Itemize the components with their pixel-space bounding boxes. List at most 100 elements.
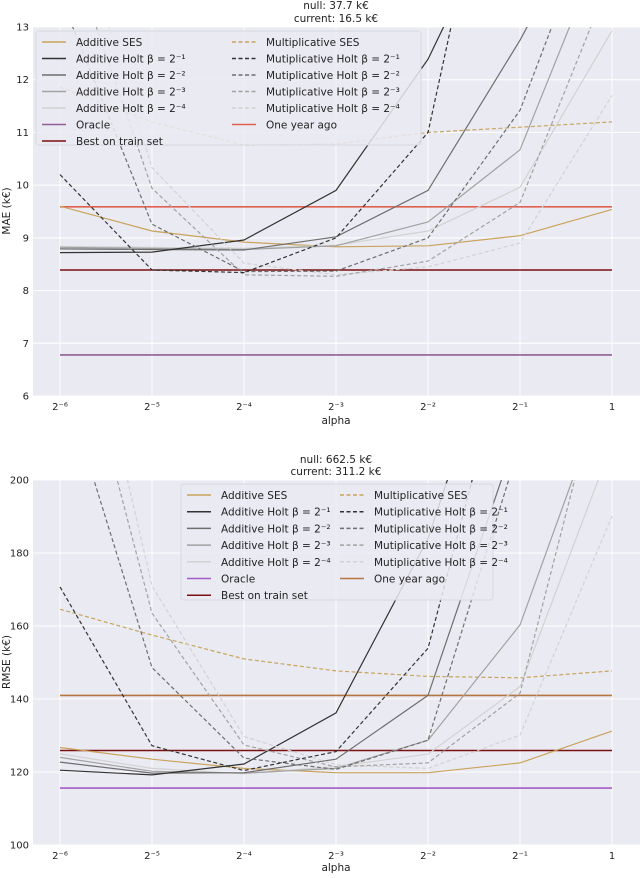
legend-item: Mutiplicative Holt β = 2⁻¹ bbox=[340, 507, 508, 519]
legend: Additive SES Additive Holt β = 2⁻¹ Additiv… bbox=[180, 483, 508, 602]
legend-item: Best on train set bbox=[187, 590, 308, 602]
legend-label: Oracle bbox=[221, 574, 255, 586]
series-line-additive-ses bbox=[59, 205, 613, 248]
legend-item: Additive Holt β = 2⁻¹ bbox=[187, 507, 331, 519]
legend-item: Mutiplicative Holt β = 2⁻³ bbox=[340, 540, 508, 552]
x-tick-label: 2⁻³ bbox=[328, 851, 344, 862]
y-tick-label: 9 bbox=[23, 233, 29, 244]
series-line-mutiplicative-holt-2- bbox=[108, 27, 613, 276]
legend-item: Mutiplicative Holt β = 2⁻⁴ bbox=[232, 103, 400, 115]
legend: Additive SES Additive Holt β = 2⁻¹ Additiv… bbox=[35, 30, 422, 148]
y-tick-label: 11 bbox=[16, 128, 29, 139]
x-tick-label: 1 bbox=[609, 402, 615, 413]
legend-label: Best on train set bbox=[221, 590, 308, 602]
y-tick-label: 140 bbox=[10, 695, 29, 706]
y-tick-label: 7 bbox=[23, 339, 29, 350]
legend-item: Additive Holt β = 2⁻¹ bbox=[42, 54, 186, 66]
x-tick-label: 2⁻¹ bbox=[512, 402, 528, 413]
y-tick-label: 160 bbox=[10, 622, 29, 633]
series-line-additive-ses bbox=[59, 730, 613, 774]
series-line-additive-holt-2- bbox=[59, 27, 445, 254]
chart-title-line-2: current: 311.2 k€ bbox=[291, 466, 382, 478]
legend-label: Additive SES bbox=[221, 490, 288, 502]
y-tick-label: 180 bbox=[10, 549, 29, 560]
x-axis-label: alpha bbox=[321, 862, 350, 874]
legend-label: One year ago bbox=[266, 120, 337, 132]
series-group bbox=[59, 480, 613, 789]
legend-item: Additive Holt β = 2⁻³ bbox=[187, 540, 331, 552]
legend-item: One year ago bbox=[340, 574, 445, 586]
x-tick-label: 2⁻⁶ bbox=[52, 402, 68, 413]
x-tick-label: 2⁻¹ bbox=[512, 851, 528, 862]
x-tick-label: 2⁻⁴ bbox=[236, 402, 252, 413]
y-tick-label: 6 bbox=[23, 392, 29, 403]
y-axis-label: MAE (k€) bbox=[1, 187, 13, 234]
chart-title-line-2: current: 16.5 k€ bbox=[294, 13, 378, 25]
y-tick-label: 12 bbox=[16, 75, 29, 86]
series-line-mutiplicative-holt-2- bbox=[72, 27, 553, 273]
series-line-additive-holt-2- bbox=[59, 480, 574, 774]
x-tick-label: 2⁻⁵ bbox=[144, 851, 160, 862]
legend-label: Additive Holt β = 2⁻⁴ bbox=[221, 557, 331, 569]
legend-label: Additive Holt β = 2⁻² bbox=[221, 523, 331, 535]
rmse-chart: null: 662.5 k€ current: 311.2 k€ alpha R… bbox=[1, 454, 640, 874]
legend-item: Additive Holt β = 2⁻² bbox=[42, 70, 186, 82]
y-tick-label: 8 bbox=[23, 286, 29, 297]
x-tick-label: 2⁻² bbox=[420, 851, 436, 862]
series-line-mutiplicative-holt-2- bbox=[126, 480, 613, 770]
series-line-mutiplicative-holt-2- bbox=[59, 480, 473, 772]
legend-label: Mutiplicative Holt β = 2⁻⁴ bbox=[266, 103, 400, 115]
legend-label: Best on train set bbox=[76, 136, 163, 148]
chart-title-line-1: null: 662.5 k€ bbox=[300, 454, 372, 466]
x-tick-label: 2⁻³ bbox=[328, 402, 344, 413]
series-line-multiplicative-ses bbox=[59, 608, 613, 679]
series-line-mutiplicative-holt-2- bbox=[116, 480, 576, 768]
series-line-additive-holt-2- bbox=[59, 480, 503, 774]
legend-item: Mutiplicative Holt β = 2⁻⁴ bbox=[340, 557, 508, 569]
legend-item: Mutiplicative Holt β = 2⁻² bbox=[340, 523, 508, 535]
y-axis-label: RMSE (k€) bbox=[1, 635, 13, 689]
x-tick-label: 2⁻⁵ bbox=[144, 402, 160, 413]
legend-label: Mutiplicative Holt β = 2⁻² bbox=[266, 70, 400, 82]
legend-label: Multiplicative SES bbox=[266, 37, 360, 49]
legend-item: Additive Holt β = 2⁻⁴ bbox=[187, 557, 331, 569]
legend-item: Multiplicative SES bbox=[232, 37, 360, 49]
legend-label: Additive Holt β = 2⁻³ bbox=[76, 87, 186, 99]
mae-chart: null: 37.7 k€ current: 16.5 k€ alpha MAE… bbox=[1, 0, 640, 427]
x-tick-label: 2⁻⁶ bbox=[52, 851, 68, 862]
series-line-additive-holt-2- bbox=[59, 27, 528, 251]
y-tick-label: 13 bbox=[16, 23, 29, 34]
legend-item: Additive Holt β = 2⁻³ bbox=[42, 87, 186, 99]
y-tick-label: 100 bbox=[10, 841, 29, 852]
legend-item: Mutiplicative Holt β = 2⁻¹ bbox=[232, 54, 400, 66]
legend-label: Mutiplicative Holt β = 2⁻³ bbox=[266, 87, 400, 99]
legend-item: Multiplicative SES bbox=[340, 490, 468, 502]
series-line-additive-holt-2- bbox=[59, 27, 571, 251]
legend-item: Mutiplicative Holt β = 2⁻² bbox=[232, 70, 400, 82]
legend-label: Multiplicative SES bbox=[374, 490, 468, 502]
legend-label: Additive Holt β = 2⁻² bbox=[76, 70, 186, 82]
legend-label: Oracle bbox=[76, 120, 110, 132]
x-tick-label: 1 bbox=[609, 851, 615, 862]
legend-label: Additive Holt β = 2⁻³ bbox=[221, 540, 331, 552]
legend-label: Additive Holt β = 2⁻¹ bbox=[76, 54, 186, 66]
series-line-mutiplicative-holt-2- bbox=[59, 27, 452, 274]
legend-label: Additive Holt β = 2⁻⁴ bbox=[76, 103, 186, 115]
legend-label: Additive Holt β = 2⁻¹ bbox=[221, 507, 331, 519]
series-group bbox=[59, 27, 613, 356]
y-tick-label: 120 bbox=[10, 768, 29, 779]
legend-item: Additive Holt β = 2⁻² bbox=[187, 523, 331, 535]
legend-label: Additive SES bbox=[76, 37, 143, 49]
legend-item: One year ago bbox=[232, 120, 337, 132]
series-line-mutiplicative-holt-2- bbox=[95, 27, 592, 277]
legend-item: Oracle bbox=[42, 120, 110, 132]
x-axis-label: alpha bbox=[321, 415, 350, 427]
legend-item: Mutiplicative Holt β = 2⁻³ bbox=[232, 87, 400, 99]
legend-label: Mutiplicative Holt β = 2⁻⁴ bbox=[374, 557, 508, 569]
legend-box bbox=[180, 483, 494, 601]
y-tick-label: 10 bbox=[16, 181, 29, 192]
x-tick-label: 2⁻² bbox=[420, 402, 436, 413]
legend-box bbox=[35, 30, 422, 146]
legend-label: Mutiplicative Holt β = 2⁻³ bbox=[374, 540, 508, 552]
